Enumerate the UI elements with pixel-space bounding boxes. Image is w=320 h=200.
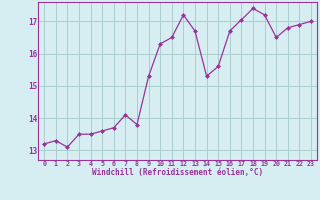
- X-axis label: Windchill (Refroidissement éolien,°C): Windchill (Refroidissement éolien,°C): [92, 168, 263, 177]
